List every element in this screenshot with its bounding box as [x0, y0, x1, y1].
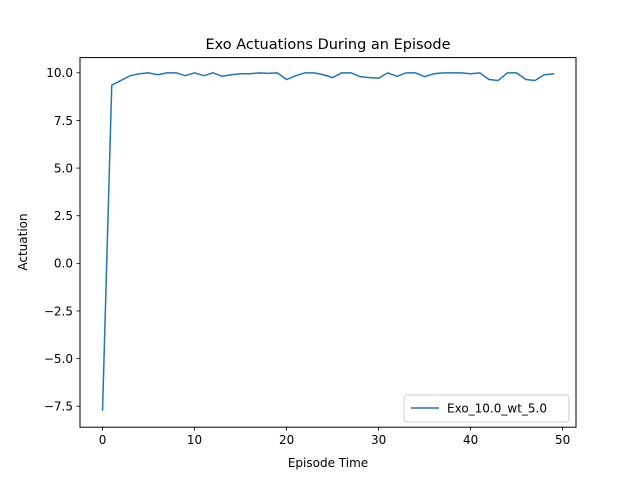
- chart-title: Exo Actuations During an Episode: [205, 37, 450, 53]
- y-tick-label: −5.0: [44, 352, 73, 366]
- series-line: [101, 72, 555, 411]
- y-tick-label: 5.0: [54, 161, 73, 175]
- x-tick-label: 20: [279, 433, 294, 447]
- legend-label: Exo_10.0_wt_5.0: [447, 402, 547, 416]
- y-tick-label: 10.0: [46, 66, 73, 80]
- x-tick-label: 40: [463, 433, 478, 447]
- y-tick-label: 7.5: [54, 114, 73, 128]
- y-tick-label: −7.5: [44, 400, 73, 414]
- y-tick-label: −2.5: [44, 304, 73, 318]
- y-axis-label: Actuation: [16, 213, 30, 270]
- x-tick-label: 50: [555, 433, 570, 447]
- x-tick-label: 10: [187, 433, 202, 447]
- legend-box: [403, 394, 570, 423]
- y-tick-label: 2.5: [54, 209, 73, 223]
- y-tick-label: 0.0: [54, 257, 73, 271]
- x-tick-label: 0: [99, 433, 107, 447]
- legend: Exo_10.0_wt_5.0: [403, 394, 570, 423]
- plot-frame: [79, 57, 577, 428]
- x-axis-label: Episode Time: [288, 456, 368, 470]
- x-tick-label: 30: [371, 433, 386, 447]
